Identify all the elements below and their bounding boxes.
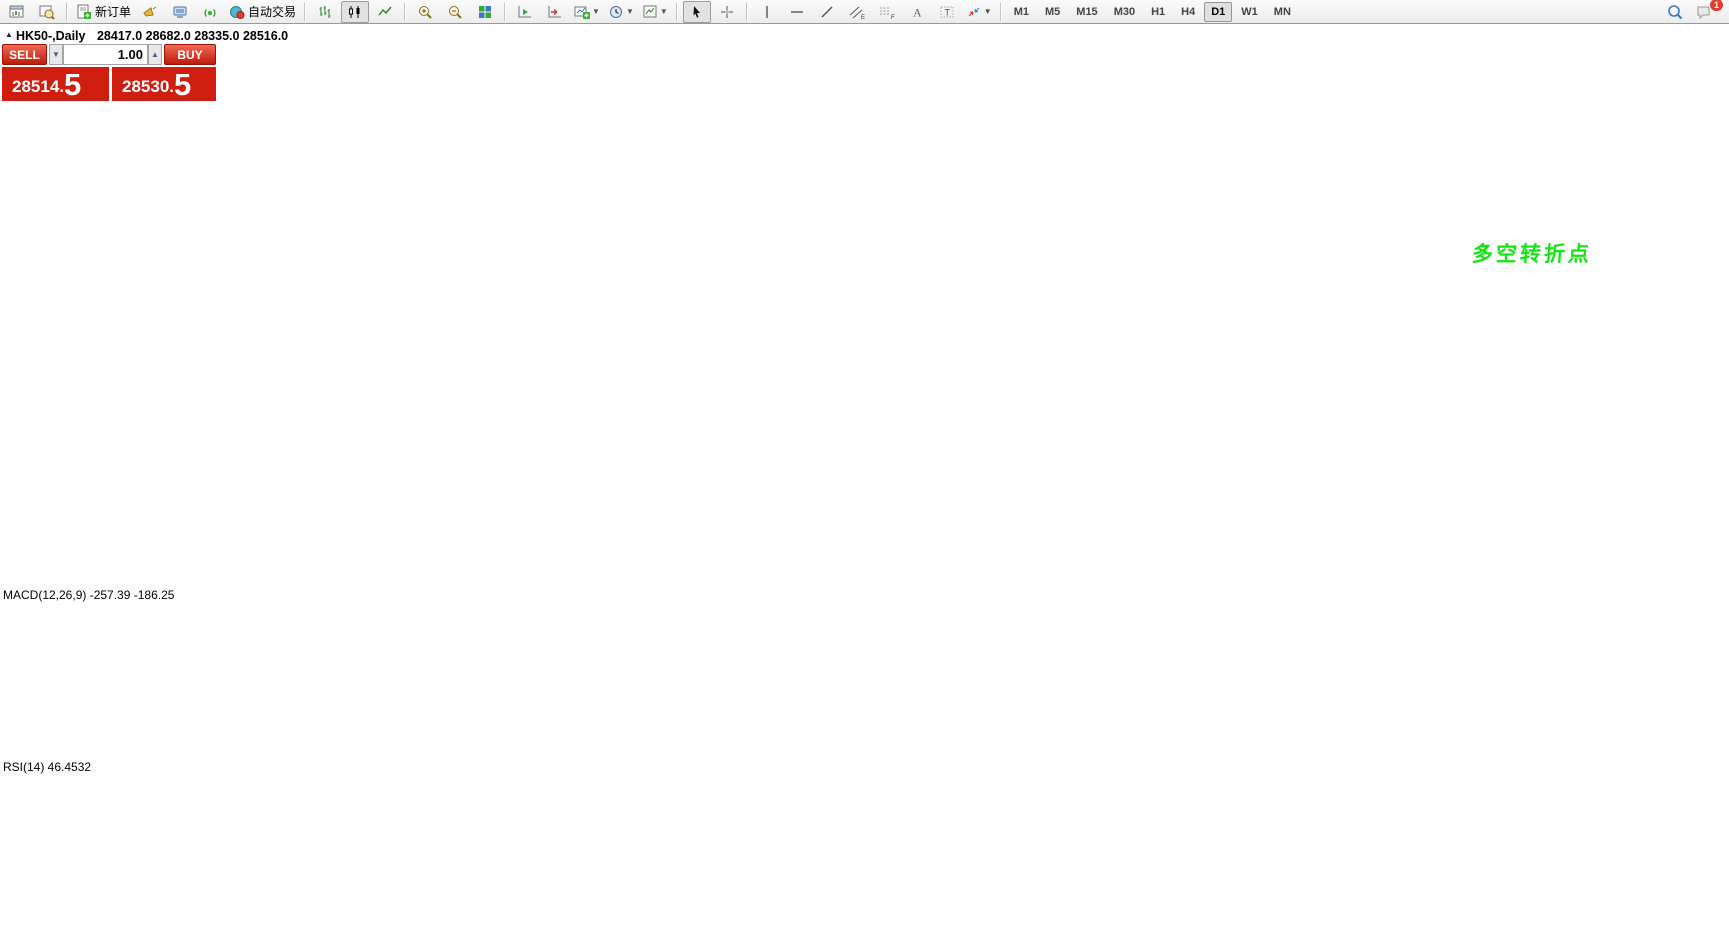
volume-up-button[interactable]: ▲ xyxy=(148,44,162,65)
toolbar-separator xyxy=(304,2,307,21)
buy-price-display[interactable]: 28530. 5 xyxy=(112,67,216,101)
new-order-button[interactable]: 新订单 xyxy=(73,1,134,23)
trend-line-icon[interactable] xyxy=(813,1,841,23)
chart-title: HK50-,Daily 28417.0 28682.0 28335.0 2851… xyxy=(16,29,288,43)
volume-down-button[interactable]: ▼ xyxy=(49,44,63,65)
search-icon[interactable] xyxy=(1661,1,1689,23)
buy-button[interactable]: BUY xyxy=(164,44,216,65)
line-chart-icon[interactable] xyxy=(371,1,399,23)
new-order-icon xyxy=(76,4,92,20)
auto-scroll-icon[interactable] xyxy=(541,1,569,23)
rsi-label: RSI(14) 46.4532 xyxy=(3,760,92,774)
notification-count-badge: 1 xyxy=(1708,0,1724,12)
buy-price-big-digit: 5 xyxy=(174,67,192,102)
autotrade-icon xyxy=(229,4,245,20)
sell-price-big-digit: 5 xyxy=(64,67,82,102)
tile-windows-icon[interactable] xyxy=(471,1,499,23)
crosshair-icon[interactable] xyxy=(713,1,741,23)
ohlc-values: 28417.0 28682.0 28335.0 28516.0 xyxy=(96,29,289,43)
one-click-trading-panel: SELL ▼ 1.00 ▲ BUY 28514. 5 28530. 5 xyxy=(2,44,216,101)
fibonacci-icon[interactable]: F xyxy=(873,1,901,23)
shift-chart-icon[interactable] xyxy=(511,1,539,23)
toolbar-separator xyxy=(675,2,678,21)
chevron-down-icon: ▼ xyxy=(983,7,992,16)
toolbar: 新订单 自动交易 ▼ ▼ ▼ E F A T ▼ M xyxy=(0,0,1729,24)
text-icon[interactable]: A xyxy=(903,1,931,23)
sell-price-main: 28514. xyxy=(12,77,64,96)
equidistant-channel-icon[interactable]: E xyxy=(843,1,871,23)
timeframe-group: M1 M5 M15 M30 H1 H4 D1 W1 MN xyxy=(1006,1,1299,22)
volume-input[interactable]: 1.00 xyxy=(63,44,148,65)
terminal-icon[interactable] xyxy=(166,1,194,23)
bar-chart-icon[interactable] xyxy=(311,1,339,23)
text-label-icon[interactable]: T xyxy=(933,1,961,23)
chart-template-button[interactable]: ▼ xyxy=(639,1,671,23)
add-indicator-button[interactable]: ▼ xyxy=(571,1,603,23)
svg-text:A: A xyxy=(913,5,922,19)
timeframe-M15[interactable]: M15 xyxy=(1076,5,1098,18)
notifications-icon[interactable]: 1 xyxy=(1691,0,1724,23)
timeframe-M1[interactable]: M1 xyxy=(1013,5,1029,18)
timeframe-M30[interactable]: M30 xyxy=(1113,5,1136,18)
megaphone-icon[interactable] xyxy=(136,1,164,23)
svg-text:E: E xyxy=(861,15,865,20)
timeframe-MN[interactable]: MN xyxy=(1273,5,1291,18)
svg-text:F: F xyxy=(891,15,895,20)
autotrade-label: 自动交易 xyxy=(248,5,297,19)
signal-icon[interactable] xyxy=(196,1,224,23)
vertical-line-icon[interactable] xyxy=(753,1,781,23)
buy-price-main: 28530. xyxy=(122,77,174,96)
cursor-icon[interactable] xyxy=(682,0,711,23)
turning-point-annotation[interactable]: 多空转折点 xyxy=(1471,243,1593,266)
chevron-down-icon: ▼ xyxy=(659,7,668,16)
chevron-down-icon: ▼ xyxy=(592,7,600,16)
zoom-in-icon[interactable] xyxy=(411,1,439,23)
timeframe-D1[interactable]: D1 xyxy=(1204,1,1233,22)
timeframe-H4[interactable]: H4 xyxy=(1181,5,1196,18)
zoom-out-icon[interactable] xyxy=(441,1,469,23)
timeframe-H1[interactable]: H1 xyxy=(1151,5,1166,18)
chevron-down-icon: ▼ xyxy=(625,7,634,16)
sell-price-display[interactable]: 28514. 5 xyxy=(2,67,109,101)
arrow-tools-button[interactable]: ▼ xyxy=(963,1,995,23)
timeframe-M5[interactable]: M5 xyxy=(1045,5,1061,18)
chart-list-icon[interactable] xyxy=(33,1,61,23)
svg-text:T: T xyxy=(944,7,950,17)
collapse-arrow-icon[interactable]: ▲ xyxy=(5,30,13,39)
toolbar-separator xyxy=(66,2,68,21)
horizontal-line-icon[interactable] xyxy=(783,1,811,23)
toolbar-separator xyxy=(504,2,507,21)
sell-button[interactable]: SELL xyxy=(2,44,47,65)
chart-window-icon[interactable] xyxy=(3,1,31,23)
symbol-period-label: HK50-,Daily xyxy=(16,29,86,43)
candlestick-chart-icon[interactable] xyxy=(341,0,370,23)
toolbar-separator xyxy=(745,2,748,21)
macd-label: MACD(12,26,9) -257.39 -186.25 xyxy=(3,588,175,602)
timeframe-W1[interactable]: W1 xyxy=(1241,5,1258,18)
autotrade-button[interactable]: 自动交易 xyxy=(226,1,299,23)
toolbar-separator xyxy=(404,2,407,21)
toolbar-separator xyxy=(999,2,1002,21)
clock-button[interactable]: ▼ xyxy=(605,1,637,23)
new-order-label: 新订单 xyxy=(95,5,132,19)
